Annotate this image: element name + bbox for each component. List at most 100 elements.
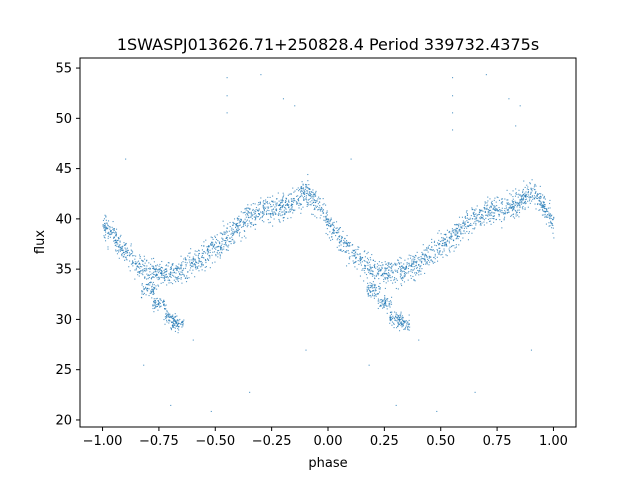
data-point bbox=[208, 259, 210, 261]
data-point bbox=[236, 230, 238, 232]
data-point bbox=[550, 215, 553, 217]
data-point bbox=[422, 244, 424, 246]
data-point bbox=[406, 262, 408, 264]
data-point bbox=[116, 242, 118, 244]
data-point bbox=[272, 201, 274, 203]
data-point bbox=[382, 304, 384, 306]
data-point bbox=[114, 241, 117, 243]
data-point bbox=[228, 244, 230, 246]
data-point bbox=[171, 321, 173, 323]
data-point bbox=[454, 233, 456, 235]
data-point bbox=[313, 194, 315, 196]
data-point bbox=[371, 275, 374, 277]
data-point bbox=[107, 224, 109, 226]
data-point bbox=[154, 287, 156, 289]
data-point bbox=[414, 257, 416, 259]
data-point bbox=[202, 256, 204, 259]
data-point bbox=[446, 229, 448, 231]
data-point bbox=[390, 316, 392, 318]
data-point bbox=[145, 270, 147, 272]
data-point bbox=[386, 273, 388, 275]
data-point bbox=[301, 193, 303, 195]
data-point bbox=[354, 255, 356, 257]
data-point bbox=[147, 284, 149, 286]
data-point bbox=[151, 285, 153, 287]
data-point bbox=[183, 258, 185, 260]
data-point bbox=[367, 282, 369, 284]
data-point bbox=[489, 213, 491, 215]
data-point bbox=[360, 264, 362, 266]
data-point bbox=[271, 213, 274, 215]
data-point bbox=[289, 211, 291, 213]
data-point bbox=[156, 297, 158, 299]
data-point bbox=[220, 251, 222, 253]
data-point bbox=[493, 208, 495, 211]
data-point bbox=[275, 203, 277, 205]
data-point bbox=[455, 238, 457, 240]
data-point bbox=[486, 222, 488, 224]
data-point bbox=[108, 226, 110, 228]
data-point bbox=[180, 277, 182, 279]
data-point bbox=[200, 266, 202, 268]
data-point bbox=[195, 262, 197, 264]
data-point bbox=[319, 201, 321, 203]
data-point bbox=[370, 268, 372, 270]
data-point bbox=[488, 210, 491, 212]
data-point bbox=[279, 202, 282, 204]
data-point bbox=[355, 249, 357, 251]
data-point bbox=[363, 251, 365, 253]
data-point bbox=[412, 260, 415, 262]
data-point bbox=[166, 276, 168, 278]
data-point bbox=[242, 212, 244, 214]
data-point bbox=[545, 210, 547, 212]
data-point bbox=[161, 260, 163, 263]
data-point bbox=[361, 261, 363, 263]
data-point bbox=[168, 279, 170, 281]
data-point bbox=[305, 349, 307, 351]
data-point bbox=[476, 215, 478, 217]
data-point bbox=[364, 265, 366, 267]
data-point bbox=[404, 259, 406, 261]
data-point bbox=[348, 243, 350, 245]
data-point bbox=[132, 261, 134, 263]
data-point bbox=[179, 273, 181, 275]
data-point bbox=[164, 316, 166, 318]
data-point bbox=[387, 262, 389, 264]
data-point bbox=[512, 206, 514, 208]
data-point bbox=[530, 188, 532, 190]
data-point bbox=[169, 320, 171, 322]
data-point bbox=[188, 259, 190, 261]
data-point bbox=[330, 225, 332, 227]
data-point bbox=[426, 263, 428, 265]
data-point bbox=[294, 200, 296, 202]
data-point bbox=[181, 262, 183, 264]
data-point bbox=[479, 220, 481, 222]
data-point bbox=[176, 321, 178, 323]
data-point bbox=[176, 268, 178, 270]
data-point bbox=[448, 242, 450, 244]
data-point bbox=[298, 204, 300, 206]
data-point bbox=[271, 205, 273, 207]
data-point bbox=[130, 243, 132, 245]
data-point bbox=[198, 257, 200, 260]
data-point bbox=[153, 287, 155, 289]
data-point bbox=[553, 216, 555, 218]
data-point bbox=[424, 272, 426, 274]
data-point bbox=[386, 312, 388, 314]
data-point bbox=[314, 202, 316, 204]
data-point bbox=[375, 284, 377, 286]
data-point bbox=[492, 215, 494, 217]
data-point bbox=[429, 256, 431, 258]
data-point bbox=[370, 296, 372, 298]
data-point bbox=[144, 258, 146, 260]
data-point bbox=[108, 233, 110, 235]
data-point bbox=[369, 264, 371, 266]
data-point bbox=[162, 274, 164, 277]
data-point bbox=[394, 281, 396, 283]
data-point bbox=[484, 211, 486, 213]
data-point bbox=[250, 223, 252, 225]
data-point bbox=[189, 263, 191, 265]
data-point bbox=[268, 206, 270, 208]
data-point bbox=[171, 315, 173, 317]
data-point bbox=[358, 263, 360, 265]
